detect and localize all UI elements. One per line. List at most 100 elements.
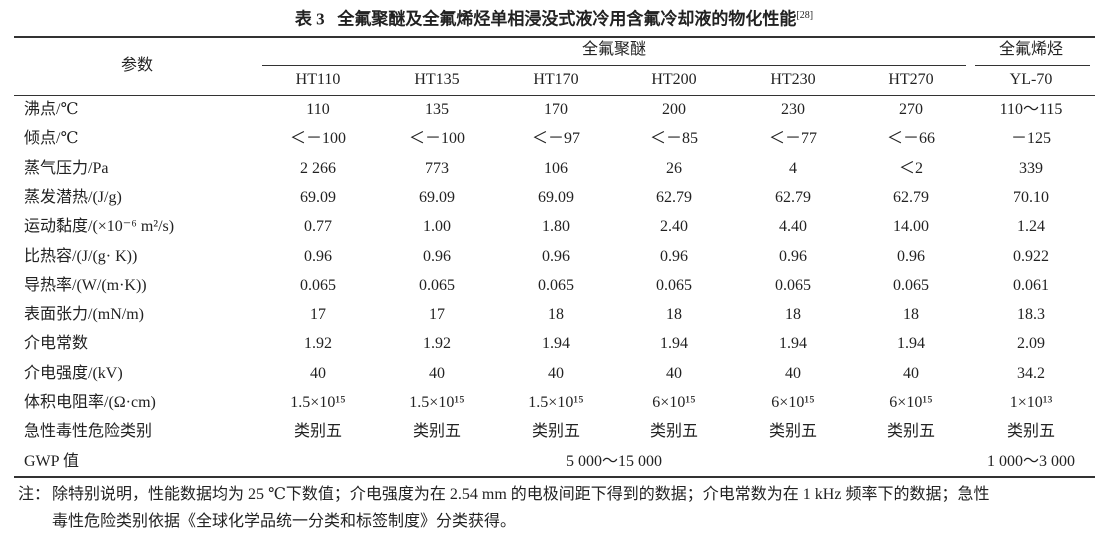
- title: 表 3 全氟聚醚及全氟烯烃单相浸没式液冷用含氟冷却液的物化性能[28]: [295, 6, 813, 30]
- row-label: 介电强度/(kV): [24, 364, 123, 382]
- cell: 1.94: [660, 335, 688, 353]
- cell: 135: [425, 101, 449, 118]
- cell: 类别五: [886, 423, 936, 441]
- group-header: 全氟烯烃: [998, 41, 1064, 58]
- row-label: 表面张力/(mN/m): [24, 306, 144, 324]
- note-line: 除特别说明，性能数据均为 25 ℃下数值；介电强度为在 2.54 mm 的电极间…: [52, 486, 990, 503]
- header-rule: [14, 95, 1095, 96]
- cell: 17: [310, 306, 326, 324]
- cell: 200: [662, 101, 686, 118]
- column-header: HT170: [533, 71, 579, 88]
- note-label: 注：: [18, 486, 51, 503]
- cell: 0.96: [304, 247, 332, 265]
- cell: ＜－66: [886, 130, 936, 148]
- cell: 0.96: [542, 247, 570, 265]
- cell: 6×10¹⁵: [889, 394, 933, 411]
- cell: 1.5×10¹⁵: [409, 394, 465, 411]
- row-label: 蒸发潜热/(J/g): [24, 188, 122, 206]
- row-label: GWP 值: [24, 452, 79, 470]
- row-label: 倾点/℃: [24, 130, 79, 148]
- cell: 0.922: [1013, 247, 1049, 265]
- bottom-rule: [14, 476, 1095, 478]
- cell: 1.24: [1017, 218, 1045, 236]
- cell: ＜－85: [649, 130, 699, 148]
- cell: 69.09: [300, 188, 336, 206]
- column-header: HT270: [888, 71, 934, 88]
- cell: 2.40: [660, 218, 688, 236]
- row-label: 急性毒性危险类别: [24, 423, 153, 441]
- cell: 1.92: [304, 335, 332, 353]
- title-label: 表 3: [294, 9, 325, 29]
- cell: 339: [1019, 159, 1043, 177]
- cell: 1.00: [423, 218, 451, 236]
- cell: 18: [548, 306, 564, 324]
- cell: 1.5×10¹⁵: [528, 394, 584, 411]
- cell: 170: [544, 101, 568, 118]
- cell: 40: [429, 364, 445, 382]
- cell: 类别五: [293, 423, 343, 441]
- cell: 18: [666, 306, 682, 324]
- cell: 1×10¹³: [1009, 394, 1053, 411]
- cell: 40: [785, 364, 801, 382]
- cell: 0.96: [660, 247, 688, 265]
- group-rule: [975, 65, 1090, 66]
- row-label: 蒸气压力/Pa: [24, 159, 109, 177]
- cell: 26: [666, 159, 682, 177]
- cell: 1.94: [779, 335, 807, 353]
- title-text: 全氟聚醚及全氟烯烃单相浸没式液冷用含氟冷却液的物化性能: [337, 9, 797, 29]
- cell: 69.09: [419, 188, 455, 206]
- cell: 0.96: [897, 247, 925, 265]
- column-header: YL-70: [1009, 71, 1053, 88]
- cell: 0.77: [304, 218, 332, 236]
- cell: 0.96: [423, 247, 451, 265]
- cell: 62.79: [775, 188, 811, 206]
- cell: ＜－100: [289, 130, 347, 148]
- cell: 2.09: [1017, 335, 1045, 353]
- cell: 17: [429, 306, 445, 324]
- cell: 40: [903, 364, 919, 382]
- param-header: 参数: [120, 57, 154, 74]
- cell: ＜－77: [768, 130, 818, 148]
- note-line: 毒性危险类别依据《全球化学品统一分类和标签制度》分类获得。: [52, 513, 517, 530]
- cell: ＜－100: [408, 130, 466, 148]
- cell: 2 266: [300, 159, 336, 177]
- cell: 62.79: [893, 188, 929, 206]
- cell: 0.96: [779, 247, 807, 265]
- group-header: 全氟聚醚: [581, 41, 647, 58]
- cell: 1.5×10¹⁵: [290, 394, 346, 411]
- cell: 14.00: [893, 218, 929, 236]
- cell: 110～115: [999, 101, 1063, 118]
- row-label: 介电常数: [24, 335, 89, 353]
- cell: 6×10¹⁵: [771, 394, 815, 411]
- cell: 6×10¹⁵: [652, 394, 696, 411]
- cell: 4: [789, 159, 797, 177]
- row-label: 沸点/℃: [24, 101, 79, 118]
- cell: 0.061: [1013, 276, 1049, 294]
- cell: 类别五: [412, 423, 462, 441]
- cell: 1.92: [423, 335, 451, 353]
- row-label: 体积电阻率/(Ω·cm): [24, 394, 156, 411]
- cell: 4.40: [779, 218, 807, 236]
- cell: 270: [899, 101, 923, 118]
- cell: ＜2: [898, 159, 924, 177]
- cell: 70.10: [1013, 188, 1049, 206]
- column-header: HT135: [414, 71, 460, 88]
- cell: 0.065: [893, 276, 929, 294]
- cell: 0.065: [775, 276, 811, 294]
- cell: 40: [548, 364, 564, 382]
- cell: 1 000～3 000: [986, 452, 1076, 470]
- cell: 18: [785, 306, 801, 324]
- cell: 类别五: [768, 423, 818, 441]
- cell: 110: [306, 101, 330, 118]
- cell: 62.79: [656, 188, 692, 206]
- top-rule: [14, 36, 1095, 38]
- cell: 1.94: [542, 335, 570, 353]
- cell: －125: [1010, 130, 1052, 148]
- row-label: 导热率/(W/(m·K)): [24, 276, 147, 294]
- cell: 1.94: [897, 335, 925, 353]
- cell: 0.065: [419, 276, 455, 294]
- cell: 0.065: [538, 276, 574, 294]
- cell: 类别五: [1006, 423, 1056, 441]
- cell: 类别五: [531, 423, 581, 441]
